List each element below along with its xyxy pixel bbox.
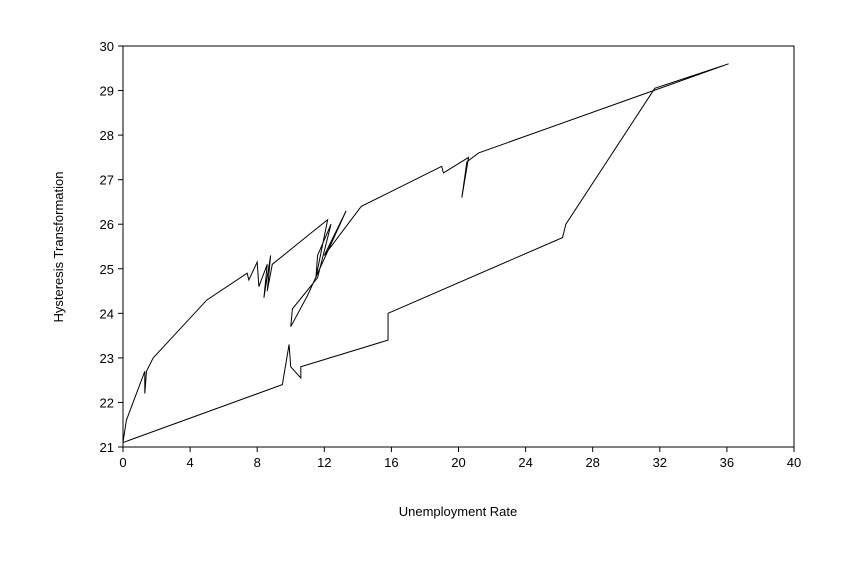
x-tick-label: 0 [119, 455, 126, 470]
y-tick-label: 29 [100, 84, 114, 99]
y-tick-label: 24 [100, 306, 114, 321]
x-tick-label: 32 [653, 455, 667, 470]
y-tick-label: 21 [100, 440, 114, 455]
y-tick-label: 26 [100, 217, 114, 232]
x-tick-label: 20 [451, 455, 465, 470]
x-axis-label: Unemployment Rate [399, 504, 518, 519]
data-line [122, 63, 729, 444]
x-tick-label: 12 [317, 455, 331, 470]
x-tick-label: 40 [787, 455, 801, 470]
y-tick-label: 30 [100, 39, 114, 54]
x-tick-label: 36 [720, 455, 734, 470]
x-tick-label: 24 [518, 455, 532, 470]
x-tick-label: 28 [585, 455, 599, 470]
y-tick-label: 25 [100, 262, 114, 277]
plot-frame [122, 45, 795, 448]
x-tick-label: 4 [186, 455, 193, 470]
y-tick-label: 27 [100, 173, 114, 188]
y-tick-label: 22 [100, 395, 114, 410]
y-tick-label: 23 [100, 351, 114, 366]
y-tick-label: 28 [100, 128, 114, 143]
x-tick-label: 16 [384, 455, 398, 470]
x-tick-label: 8 [254, 455, 261, 470]
y-axis-label: Hysteresis Transformation [51, 172, 66, 323]
